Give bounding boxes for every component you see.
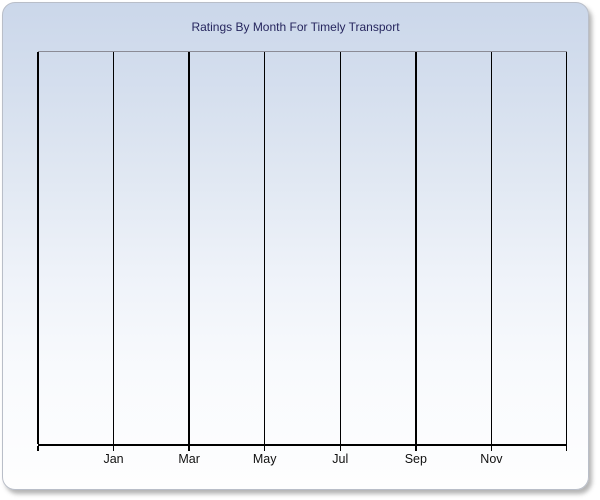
- chart-title: Ratings By Month For Timely Transport: [191, 20, 400, 34]
- x-gridline: [112, 52, 115, 444]
- x-gridline: [415, 52, 417, 444]
- x-tick-label: May: [252, 452, 277, 466]
- plot-area: Jan Mar May Jul Sep Nov: [37, 51, 567, 466]
- x-axis-tick: [565, 446, 567, 451]
- x-axis-tick: [188, 446, 190, 451]
- x-tick-label: Jan: [103, 452, 124, 466]
- x-gridline: [37, 52, 39, 444]
- x-axis-tick: [112, 446, 115, 451]
- x-tick-label: Nov: [480, 452, 503, 466]
- x-axis-tick: [339, 446, 341, 451]
- chart-panel: Ratings By Month For Timely Transport Ja…: [2, 2, 589, 490]
- x-axis-tick: [490, 446, 493, 451]
- x-gridline: [264, 52, 266, 444]
- x-gridline: [188, 52, 190, 444]
- x-gridline: [339, 52, 341, 444]
- x-axis-tick: [264, 446, 266, 451]
- x-gridline: [565, 52, 567, 444]
- x-tick-label: Jul: [332, 452, 349, 466]
- x-axis-tick: [37, 446, 39, 451]
- x-gridline: [490, 52, 493, 444]
- x-tick-label: Sep: [404, 452, 427, 466]
- x-axis-tick: [415, 446, 417, 451]
- x-tick-label: Mar: [178, 452, 200, 466]
